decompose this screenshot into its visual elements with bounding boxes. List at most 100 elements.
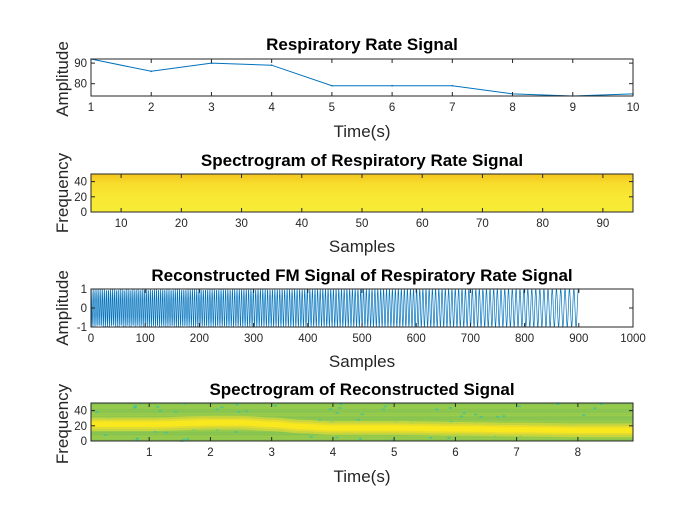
x-tick-label: 8 <box>575 447 581 459</box>
spectrogram-band <box>91 420 633 422</box>
spectrogram-speckle <box>237 411 241 413</box>
data-point <box>391 84 393 87</box>
spectrogram-speckle <box>95 411 99 414</box>
spectrogram-speckle <box>460 415 464 418</box>
x-tick-label: 7 <box>513 447 519 459</box>
subplot3-plot-area <box>90 287 634 329</box>
spectrogram-speckle <box>600 403 604 405</box>
spectrogram-band <box>91 405 633 407</box>
x-tick-label: 4 <box>330 447 337 459</box>
axes-background <box>91 59 633 96</box>
spectrogram-speckle <box>360 413 364 416</box>
data-point <box>331 84 333 87</box>
subplot2-x-label: Samples <box>329 237 395 256</box>
respiratory-rate-line <box>90 58 634 97</box>
spectrogram-fill <box>91 174 633 212</box>
subplot1-x-ticks: 1 2 3 4 5 6 7 8 9 10 <box>88 59 640 114</box>
y-tick-label: 20 <box>74 421 87 433</box>
x-tick-label: 5 <box>329 102 335 114</box>
spectrogram-band <box>91 435 633 437</box>
x-tick-label: 2 <box>148 102 154 114</box>
subplot-spectrogram-respiratory: Spectrogram of Respiratory Rate Signal 1… <box>53 151 634 256</box>
spectrogram-cells <box>91 402 633 442</box>
spectrogram-speckle <box>158 410 162 412</box>
spectrogram-speckle <box>328 408 332 410</box>
subplot2-y-ticks: 0 20 40 <box>74 177 633 219</box>
x-tick-label: 8 <box>509 102 515 114</box>
spectrogram-speckle <box>182 438 186 441</box>
x-tick-label: 30 <box>235 218 248 230</box>
x-tick-label: 2 <box>207 447 213 459</box>
spectrogram-speckle <box>479 415 483 418</box>
x-tick-label: 9 <box>570 102 576 114</box>
data-point <box>150 70 153 73</box>
y-tick-label: -1 <box>77 322 87 334</box>
x-tick-label: 500 <box>352 333 371 345</box>
x-tick-label: 50 <box>356 218 369 230</box>
spectrogram-speckle <box>174 410 178 413</box>
spectrogram-speckle <box>338 407 342 409</box>
y-tick-label: 90 <box>74 58 87 70</box>
spectrogram-band <box>91 411 633 413</box>
subplot3-y-ticks: -1 0 1 <box>77 284 633 334</box>
spectrogram-speckle <box>245 410 249 413</box>
subplot3-x-label: Samples <box>329 352 395 371</box>
subplot4-y-ticks: 0 20 40 <box>74 406 633 448</box>
axes-box <box>90 58 634 97</box>
x-tick-label: 700 <box>461 333 480 345</box>
axes-box <box>90 402 634 442</box>
spectrogram-speckle <box>215 408 219 411</box>
spectrogram-speckle <box>502 415 506 417</box>
spectrogram-speckle <box>135 439 139 442</box>
spectrogram-speckle <box>135 437 139 440</box>
y-tick-label: 0 <box>81 436 87 448</box>
x-tick-label: 300 <box>244 333 263 345</box>
spectrogram-speckle <box>593 407 597 410</box>
x-tick-label: 6 <box>389 102 395 114</box>
spectrogram-band <box>91 407 633 409</box>
spectrogram-speckle <box>382 408 386 411</box>
spectrogram-speckle <box>474 413 478 416</box>
spectrogram-band <box>91 418 633 420</box>
y-tick-label: 40 <box>74 177 87 189</box>
spectrogram-ridge-layer-2 <box>91 420 633 433</box>
y-tick-label: 0 <box>81 207 87 219</box>
spectrogram-speckle <box>429 436 433 439</box>
subplot2-y-label: Frequency <box>53 152 72 233</box>
spectrogram-speckle <box>134 405 138 407</box>
subplot1-y-label: Amplitude <box>53 41 72 117</box>
subplot4-x-label: Time(s) <box>334 467 391 486</box>
x-tick-label: 600 <box>407 333 426 345</box>
spectrogram-speckle <box>496 415 500 418</box>
subplot4-y-label: Frequency <box>53 383 72 464</box>
x-tick-label: 1 <box>146 447 152 459</box>
x-tick-label: 10 <box>627 102 640 114</box>
subplot1-plot-area <box>90 58 634 97</box>
subplot1-x-label: Time(s) <box>334 122 391 141</box>
spectrogram-speckle <box>462 412 466 414</box>
x-tick-label: 40 <box>295 218 308 230</box>
spectrogram-speckle <box>517 405 521 408</box>
spectrogram-speckle <box>335 436 339 439</box>
x-tick-label: 900 <box>569 333 588 345</box>
x-tick-label: 3 <box>268 447 274 459</box>
data-point <box>451 84 454 87</box>
spectrogram-speckle <box>582 414 586 417</box>
spectrogram-speckle <box>448 407 452 409</box>
x-tick-label: 1000 <box>620 333 646 345</box>
x-tick-label: 3 <box>208 102 214 114</box>
spectrogram-speckle <box>356 418 360 421</box>
y-tick-label: 40 <box>74 406 87 418</box>
x-tick-label: 5 <box>391 447 397 459</box>
spectrogram-speckle <box>220 406 224 409</box>
spectrogram-speckle <box>435 408 439 411</box>
spectrogram-band <box>91 416 633 418</box>
y-tick-label: 80 <box>74 79 87 91</box>
subplot3-title: Reconstructed FM Signal of Respiratory R… <box>151 266 572 285</box>
subplot1-title: Respiratory Rate Signal <box>266 35 458 54</box>
x-tick-label: 800 <box>515 333 534 345</box>
spectrogram-speckle <box>447 437 451 439</box>
spectrogram-speckle <box>153 430 157 433</box>
subplot4-plot-area <box>90 402 634 442</box>
